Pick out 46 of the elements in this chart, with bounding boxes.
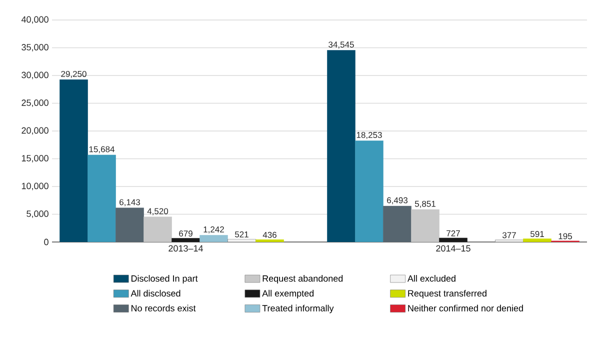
- bar: [355, 140, 384, 242]
- bar: [144, 216, 172, 242]
- data-label: 6,143: [120, 199, 140, 206]
- data-label: 18,253: [356, 132, 382, 139]
- data-label: 6,493: [387, 197, 408, 204]
- legend-label: Request transferred: [408, 290, 486, 298]
- data-label: 1,242: [204, 226, 224, 234]
- data-label: 377: [502, 232, 516, 238]
- bar: [523, 238, 552, 242]
- legend-label: All excluded: [407, 275, 456, 282]
- y-tick-label: 40,000: [21, 16, 48, 24]
- y-tick-label: 35,000: [22, 44, 48, 52]
- y-tick-label: 15,000: [22, 155, 48, 162]
- x-tick-label: 2013–14: [168, 245, 203, 252]
- legend-label: All exempted: [262, 290, 314, 298]
- data-label: 29,250: [61, 70, 86, 78]
- bar: [228, 238, 256, 242]
- bar: [495, 240, 524, 242]
- legend-label: Neither confirmed nor denied: [408, 304, 523, 312]
- bar: [256, 239, 284, 242]
- data-label: 727: [446, 230, 460, 236]
- legend-label: Request abandoned: [262, 275, 343, 284]
- bar: [116, 208, 144, 242]
- data-label: 15,684: [89, 146, 115, 154]
- data-label: 591: [530, 231, 544, 238]
- bar: [88, 154, 116, 242]
- legend-label: No records exist: [132, 304, 196, 312]
- legend-label: All disclosed: [130, 290, 180, 297]
- data-label: 521: [235, 231, 248, 238]
- legend-label: Disclosed In part: [132, 275, 198, 284]
- y-tick-label: 0: [44, 238, 48, 246]
- y-tick-label: 25,000: [22, 100, 48, 107]
- y-tick-label: 10,000: [22, 182, 48, 190]
- x-tick-label: 2014–15: [436, 245, 470, 252]
- data-label: 195: [558, 233, 572, 240]
- data-label: 436: [262, 232, 276, 238]
- y-tick-label: 5,000: [26, 210, 48, 218]
- legend-label: Treated informally: [262, 304, 334, 314]
- data-label: 34,545: [328, 42, 354, 49]
- data-label: 4,520: [147, 208, 168, 216]
- data-label: 679: [179, 230, 192, 237]
- bar: [411, 209, 440, 242]
- y-tick-label: 20,000: [22, 127, 48, 135]
- data-label: 5,851: [414, 200, 436, 208]
- bar: [383, 206, 412, 242]
- y-tick-label: 30,000: [22, 72, 48, 80]
